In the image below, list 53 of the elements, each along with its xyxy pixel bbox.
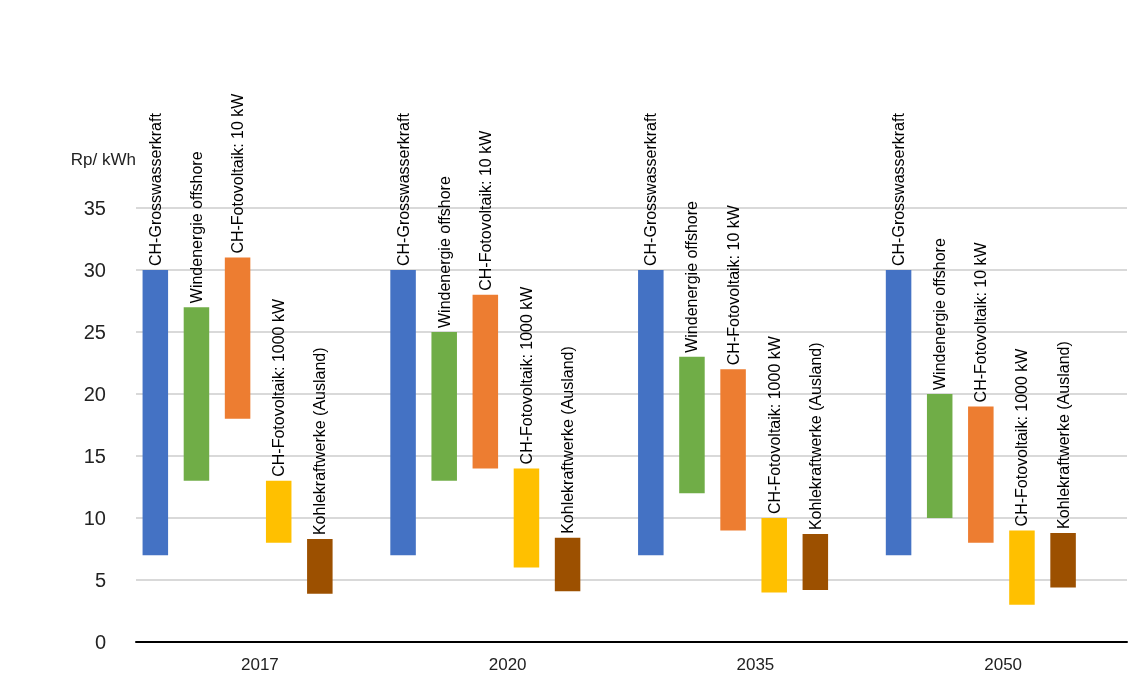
text: CH-Fotovoltaik: 10 kW	[229, 93, 247, 254]
text: Kohlekraftwerke (Ausland)	[806, 342, 824, 531]
x-tick-label: 2020	[488, 655, 527, 674]
y-tick-label: 25	[83, 321, 106, 343]
text: Kohlekraftwerke (Ausland)	[311, 347, 329, 536]
bar	[513, 468, 540, 568]
text: CH-Fotovoltaik: 10 kW	[972, 242, 990, 403]
y-tick-label: 10	[83, 507, 106, 529]
text: Kohlekraftwerke (Ausland)	[559, 346, 577, 534]
bar	[802, 534, 829, 590]
y-tick-label: 0	[94, 631, 106, 653]
text: CH-Grosswasserkraft	[890, 113, 908, 266]
text: CH-Fotovoltaik: 1000 kW	[765, 336, 783, 514]
text: Windenergie offshore	[931, 238, 949, 390]
text: Kohlekraftwerke (Ausland)	[1054, 341, 1072, 529]
text: CH-Grosswasserkraft	[146, 112, 164, 266]
bar	[265, 480, 292, 543]
bar	[679, 356, 705, 494]
x-tick-label: 2050	[984, 655, 1023, 674]
text: Windenergie offshore	[187, 151, 205, 304]
y-axis-title: Rp/ kWh	[70, 150, 136, 169]
bar	[968, 406, 994, 543]
text: CH-Grosswasserkraft	[642, 113, 660, 266]
text: CH-Fotovoltaik: 10 kW	[724, 205, 742, 366]
bar	[885, 270, 912, 556]
bar	[390, 270, 416, 556]
text: CH-Fotovoltaik: 1000 kW	[270, 298, 288, 477]
text: CH-Fotovoltaik: 1000 kW	[517, 286, 535, 465]
text: CH-Fotovoltaik: 1000 kW	[1013, 348, 1031, 527]
bar	[224, 257, 251, 419]
y-tick-label: 35	[83, 197, 106, 219]
bar	[431, 332, 457, 481]
text: CH-Fotovoltaik: 10 kW	[476, 129, 494, 291]
x-tick-label: 2017	[240, 655, 279, 674]
bar	[1009, 530, 1035, 605]
text: CH-Grosswasserkraft	[394, 113, 412, 266]
y-tick-label: 20	[83, 383, 106, 405]
y-tick-label: 5	[94, 569, 106, 591]
bar	[472, 294, 499, 469]
bar	[554, 537, 581, 592]
bar	[761, 518, 787, 593]
y-tick-label: 15	[83, 445, 106, 467]
bar	[720, 369, 746, 531]
text: Windenergie offshore	[683, 201, 701, 353]
bar	[142, 270, 169, 556]
y-tick-label: 30	[83, 259, 106, 281]
x-tick-label: 2035	[736, 655, 775, 674]
text: Windenergie offshore	[435, 176, 453, 328]
bar	[307, 539, 333, 594]
bar	[183, 307, 210, 481]
bar	[1050, 532, 1076, 588]
bar	[638, 270, 664, 556]
bar	[926, 394, 953, 518]
